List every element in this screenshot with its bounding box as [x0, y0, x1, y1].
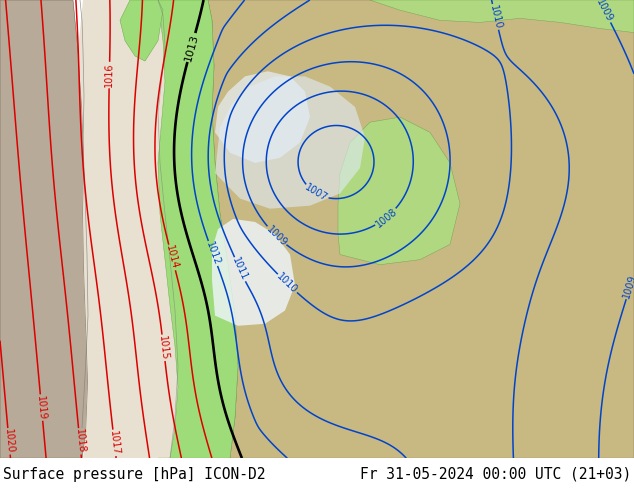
Text: 1009: 1009 — [264, 224, 288, 248]
Polygon shape — [215, 76, 365, 209]
Polygon shape — [212, 219, 295, 326]
Text: Surface pressure [hPa] ICON-D2: Surface pressure [hPa] ICON-D2 — [3, 466, 266, 482]
Text: 1020: 1020 — [3, 429, 15, 454]
Polygon shape — [78, 0, 178, 458]
Polygon shape — [338, 117, 460, 265]
Text: 1009: 1009 — [622, 273, 634, 300]
Polygon shape — [120, 0, 163, 61]
Text: 1007: 1007 — [303, 182, 329, 204]
Polygon shape — [0, 0, 88, 458]
Text: 1010: 1010 — [488, 4, 503, 30]
Text: 1019: 1019 — [36, 395, 48, 420]
Text: 1018: 1018 — [74, 429, 86, 454]
Polygon shape — [208, 0, 634, 458]
Text: 1015: 1015 — [157, 335, 170, 361]
Text: 1014: 1014 — [164, 245, 180, 270]
Polygon shape — [158, 0, 238, 458]
Text: 1009: 1009 — [595, 0, 614, 24]
Polygon shape — [370, 0, 634, 32]
Text: 1017: 1017 — [108, 430, 120, 456]
Text: 1013: 1013 — [183, 33, 200, 62]
Text: 1011: 1011 — [230, 256, 250, 283]
Text: 1016: 1016 — [104, 63, 115, 87]
Text: Fr 31-05-2024 00:00 UTC (21+03): Fr 31-05-2024 00:00 UTC (21+03) — [359, 466, 631, 482]
Text: 1012: 1012 — [204, 240, 222, 267]
Text: 1008: 1008 — [373, 206, 399, 229]
Text: 1010: 1010 — [275, 271, 300, 295]
Polygon shape — [215, 71, 310, 163]
